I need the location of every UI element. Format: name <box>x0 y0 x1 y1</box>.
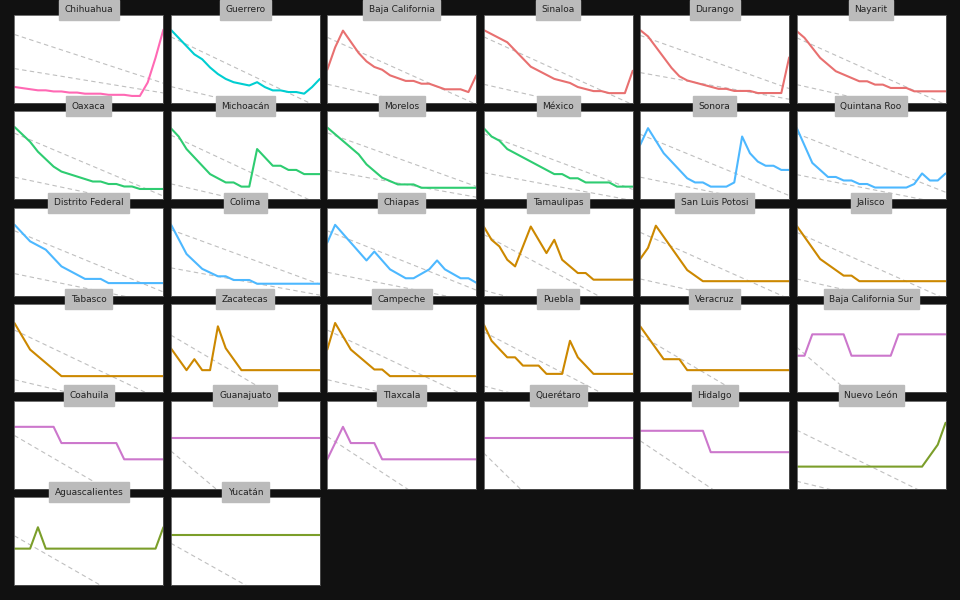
Title: Chiapas: Chiapas <box>384 198 420 207</box>
Title: Querétaro: Querétaro <box>536 391 581 400</box>
Title: Chihuahua: Chihuahua <box>64 5 113 14</box>
Title: Morelos: Morelos <box>384 101 420 110</box>
Title: Jalisco: Jalisco <box>857 198 885 207</box>
Title: Coahuila: Coahuila <box>69 391 108 400</box>
Title: México: México <box>542 101 574 110</box>
Title: Baja California Sur: Baja California Sur <box>829 295 913 304</box>
Title: Tamaulipas: Tamaulipas <box>533 198 584 207</box>
Title: Hidalgo: Hidalgo <box>697 391 732 400</box>
Title: Oaxaca: Oaxaca <box>72 101 106 110</box>
Title: Aguascalientes: Aguascalientes <box>55 488 123 497</box>
Title: Guerrero: Guerrero <box>226 5 265 14</box>
Title: Distrito Federal: Distrito Federal <box>54 198 124 207</box>
Title: Michoacán: Michoacán <box>221 101 270 110</box>
Title: Sonora: Sonora <box>699 101 731 110</box>
Title: Puebla: Puebla <box>543 295 573 304</box>
Title: Sinaloa: Sinaloa <box>541 5 575 14</box>
Title: Nayarit: Nayarit <box>854 5 888 14</box>
Title: Zacatecas: Zacatecas <box>222 295 269 304</box>
Title: Yucatán: Yucatán <box>228 488 263 497</box>
Title: Guanajuato: Guanajuato <box>219 391 272 400</box>
Title: Baja California: Baja California <box>369 5 435 14</box>
Title: Veracruz: Veracruz <box>695 295 734 304</box>
Title: Quintana Roo: Quintana Roo <box>840 101 901 110</box>
Title: Colima: Colima <box>229 198 261 207</box>
Title: San Luis Potosi: San Luis Potosi <box>681 198 749 207</box>
Title: Nuevo León: Nuevo León <box>844 391 898 400</box>
Title: Campeche: Campeche <box>377 295 426 304</box>
Title: Durango: Durango <box>695 5 734 14</box>
Title: Tlaxcala: Tlaxcala <box>383 391 420 400</box>
Title: Tabasco: Tabasco <box>71 295 107 304</box>
